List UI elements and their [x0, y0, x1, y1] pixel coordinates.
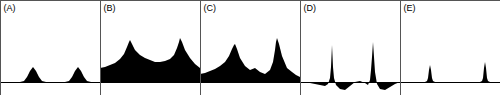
- svg-text:(A): (A): [4, 3, 16, 13]
- svg-text:(E): (E): [404, 3, 416, 13]
- svg-text:(D): (D): [304, 3, 317, 13]
- svg-text:(B): (B): [104, 3, 116, 13]
- svg-text:(C): (C): [204, 3, 217, 13]
